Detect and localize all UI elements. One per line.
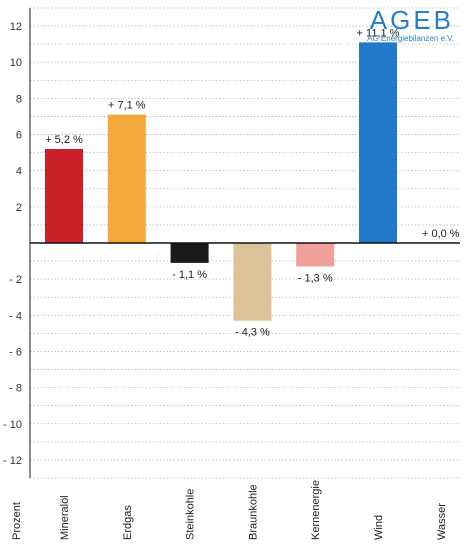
y-tick-label: - 4 — [9, 310, 22, 322]
y-tick-label: 4 — [16, 166, 22, 178]
category-label: Kernenergie — [310, 480, 322, 540]
y-tick-label: 2 — [16, 202, 22, 214]
category-label: Wind — [373, 515, 385, 540]
data-label: - 1,1 % — [172, 269, 207, 281]
data-label: + 7,1 % — [108, 100, 146, 112]
bar — [359, 42, 397, 243]
data-label: + 5,2 % — [45, 134, 83, 146]
logo-subtitle: AG Energiebilanzen e.V. — [367, 34, 454, 43]
category-label: Erdgas — [122, 505, 134, 540]
bar — [107, 114, 146, 244]
y-tick-label: - 6 — [9, 346, 22, 358]
bar — [296, 243, 335, 267]
data-labels: + 5,2 % + 7,1 % - 1,1 % - 4,3 % - 1,3 % + 11,… — [45, 27, 460, 338]
category-label: Steinkohle — [185, 489, 197, 540]
y-axis-label: Prozent — [11, 502, 23, 540]
category-label: Braunkohle — [247, 484, 259, 540]
category-labels: Mineralöl Erdgas Steinkohle Braunkohle Kerne… — [59, 480, 448, 540]
category-label: Mineralöl — [59, 495, 71, 540]
y-tick-label: 10 — [10, 57, 22, 69]
y-tick-label: - 12 — [3, 455, 22, 467]
bar — [233, 243, 272, 321]
y-tick-label: 12 — [10, 21, 22, 33]
logo-name: AGEB — [369, 5, 454, 35]
data-label: - 4,3 % — [235, 327, 270, 339]
ageb-logo: AGEB AG Energiebilanzen e.V. — [367, 6, 454, 44]
data-label: - 1,3 % — [298, 273, 333, 285]
bars — [45, 42, 397, 321]
y-tick-label: - 10 — [3, 419, 22, 431]
y-tick-label: 6 — [16, 130, 22, 142]
y-tick-label: - 8 — [9, 383, 22, 395]
y-tick-label: - 2 — [9, 274, 22, 286]
y-tick-label: 8 — [16, 93, 22, 105]
data-label: + 0,0 % — [422, 228, 460, 240]
data-label: + 11,1 % — [357, 27, 400, 39]
y-axis-ticks: 12 10 8 6 4 2 - 2 - 4 - 6 - 8 - 10 - 12 — [3, 21, 22, 467]
category-label: Wasser — [436, 503, 448, 540]
bar — [170, 243, 209, 263]
bar — [45, 149, 83, 243]
